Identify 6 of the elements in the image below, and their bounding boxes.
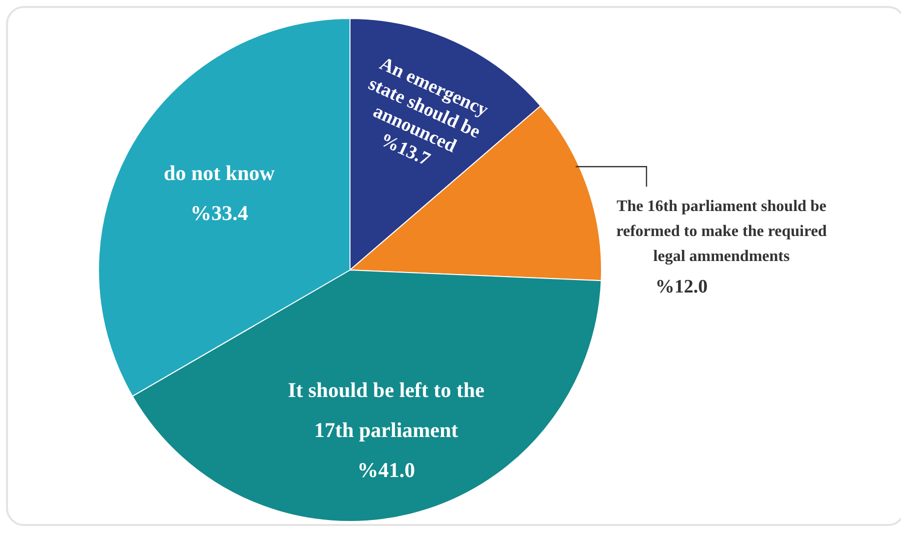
slice-label: do not know — [164, 161, 276, 186]
data-label: %12.0 — [655, 276, 708, 298]
data-label: %41.0 — [357, 458, 415, 482]
slice-label: The 16th parliament should be reformed to make the required legal ammendments — [616, 198, 827, 265]
slice-label: It should be left to the 17th parliament — [288, 378, 484, 442]
data-label: %33.4 — [190, 201, 249, 226]
